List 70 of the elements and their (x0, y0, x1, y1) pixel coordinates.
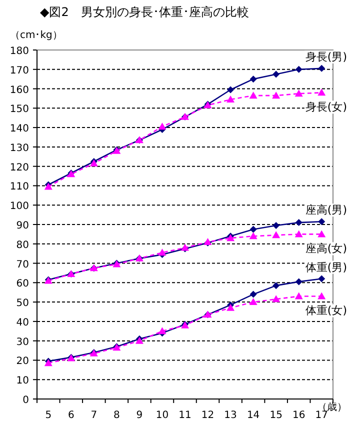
ytick: 140 (10, 124, 29, 135)
point (294, 230, 303, 238)
xtick: 15 (270, 410, 282, 421)
point (318, 88, 326, 96)
point (227, 86, 234, 94)
ytick: 150 (10, 104, 29, 116)
point (272, 70, 280, 78)
point (158, 327, 166, 334)
point (318, 230, 326, 238)
point (294, 292, 303, 300)
series-label: 体重(男) (305, 260, 347, 274)
xtick: 16 (292, 410, 306, 421)
ytick: 180 (10, 46, 29, 57)
ytick: 120 (10, 162, 29, 174)
point (295, 278, 302, 286)
ytick: 60 (16, 278, 29, 290)
ytick: 170 (10, 65, 29, 76)
xtick: 13 (224, 410, 237, 421)
series-label: 座高(男) (305, 204, 347, 217)
xtick: 12 (201, 410, 214, 421)
point (272, 282, 280, 290)
xtick: 10 (156, 410, 169, 421)
point (272, 92, 280, 99)
point (294, 90, 303, 97)
ytick: 80 (16, 240, 29, 251)
title: ◆図2 男女別の身長･体重･座高の比較 (40, 5, 249, 19)
series-label: 座高(女) (305, 242, 347, 256)
point (318, 218, 326, 226)
xtick: 9 (136, 410, 143, 421)
point (272, 222, 280, 229)
ytick: 100 (10, 201, 29, 212)
point (250, 226, 257, 233)
point (226, 95, 235, 102)
point (272, 295, 280, 302)
point (249, 92, 258, 99)
series-label: 身長(男) (305, 50, 347, 64)
ytick: 20 (16, 356, 29, 368)
point (158, 122, 166, 130)
point (250, 76, 257, 83)
xtick: 6 (68, 410, 74, 421)
ytick: 10 (16, 376, 29, 387)
point (318, 64, 326, 72)
ytick: 160 (10, 84, 29, 96)
xtick: 14 (246, 410, 260, 421)
ylabel: （cm･kg） (10, 30, 62, 41)
xtick: 8 (114, 410, 120, 421)
point (249, 232, 258, 240)
point (158, 248, 166, 256)
series-label: 体重(女) (305, 304, 347, 318)
point (249, 298, 258, 306)
point (295, 66, 302, 73)
ytick: 90 (16, 220, 29, 232)
ytick: 70 (16, 259, 29, 270)
point (318, 275, 326, 282)
ytick: 40 (16, 317, 29, 328)
point (226, 304, 235, 311)
point (295, 219, 302, 226)
ytick: 130 (10, 142, 29, 154)
xtick: 17 (315, 410, 328, 421)
ytick: 110 (10, 182, 29, 193)
xtick: 5 (45, 410, 52, 421)
point (272, 231, 280, 238)
xtick: 7 (90, 410, 98, 421)
point (250, 290, 257, 298)
point (318, 292, 326, 300)
ytick: 0 (22, 395, 29, 406)
series-label: 身長(女) (305, 100, 347, 114)
ytick: 50 (16, 298, 29, 310)
xtick: 11 (178, 410, 192, 421)
ytick: 30 (16, 336, 29, 348)
